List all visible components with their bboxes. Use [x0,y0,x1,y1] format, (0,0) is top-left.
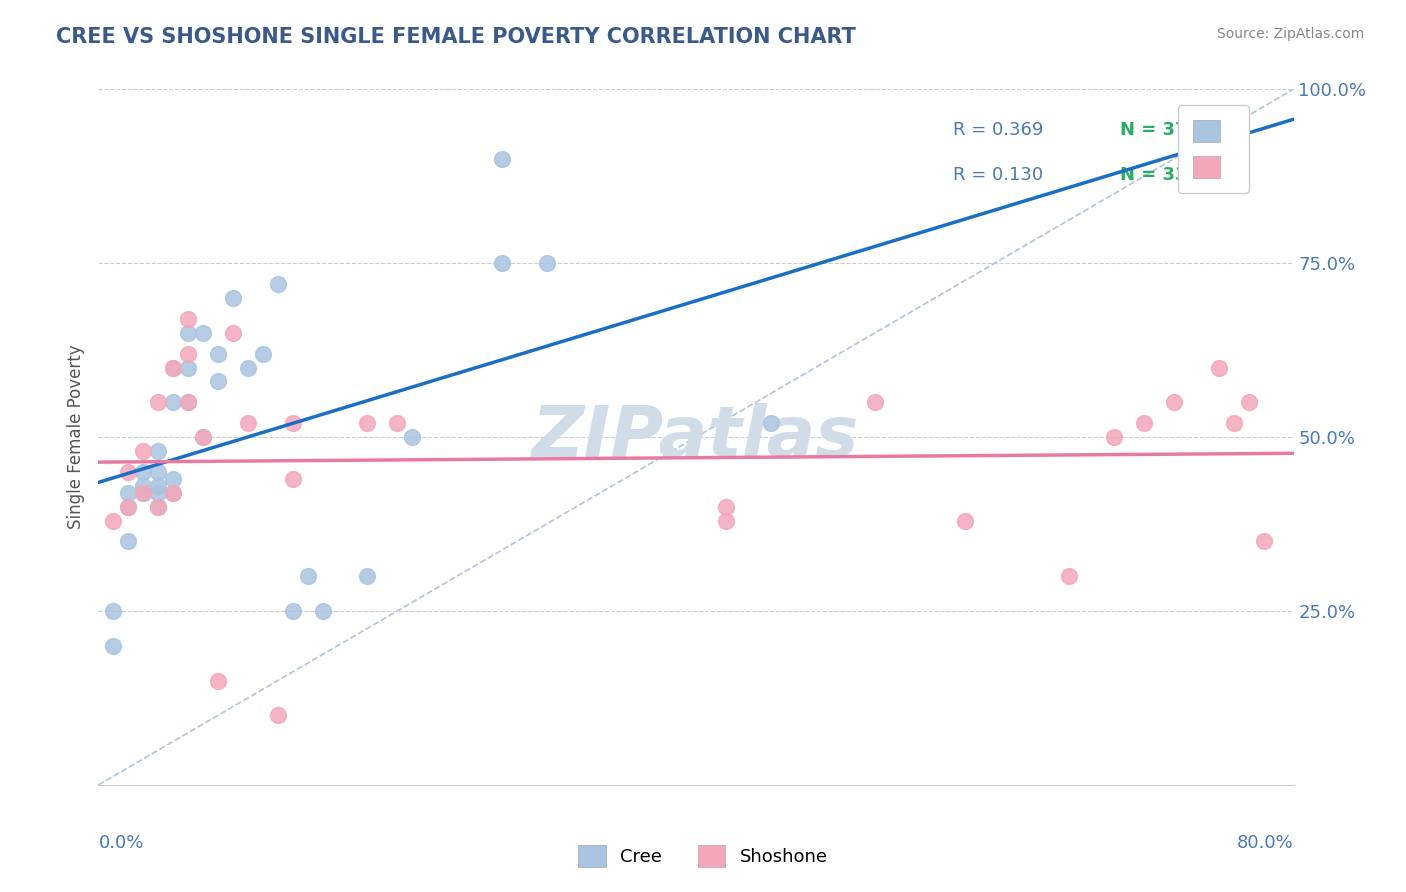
Point [132,485,155,500]
Point [865,395,887,409]
Point [714,500,737,514]
Point [148,395,170,409]
Point [953,514,976,528]
Point [148,485,170,500]
Point [536,256,558,270]
Point [117,500,139,514]
Point [207,346,229,360]
Point [177,311,200,326]
Point [207,673,229,688]
Text: 0.0%: 0.0% [98,834,143,852]
Point [162,360,184,375]
Point [236,416,259,430]
Point [191,430,214,444]
Point [1237,395,1260,409]
Point [281,472,304,486]
Point [132,485,155,500]
Point [117,465,139,479]
Point [385,416,409,430]
Point [103,639,125,653]
Legend: , : , [1178,105,1249,193]
Point [1223,416,1246,430]
Point [191,430,214,444]
Point [252,346,274,360]
Point [356,569,378,583]
Point [207,375,229,389]
Point [1253,534,1275,549]
Point [148,465,170,479]
Point [162,395,184,409]
Point [714,514,737,528]
Point [162,485,184,500]
Point [148,500,170,514]
Point [1133,416,1156,430]
Point [162,485,184,500]
Point [148,500,170,514]
Point [162,472,184,486]
Point [1104,430,1126,444]
Point [297,569,319,583]
Point [162,360,184,375]
Point [132,465,155,479]
Point [267,708,290,723]
Point [401,430,423,444]
Text: ZIPatlas: ZIPatlas [533,402,859,472]
Point [177,395,200,409]
Text: N = 33: N = 33 [1121,166,1188,184]
Point [191,326,214,340]
Legend: Cree, Shoshone: Cree, Shoshone [571,838,835,874]
Text: R = 0.369: R = 0.369 [953,120,1043,138]
Point [1208,360,1230,375]
Point [222,291,245,305]
Point [177,326,200,340]
Point [267,277,290,291]
Point [148,444,170,458]
Point [356,416,378,430]
Point [177,346,200,360]
Point [117,500,139,514]
Point [236,360,259,375]
Point [311,604,333,618]
Point [759,416,782,430]
Text: R = 0.130: R = 0.130 [953,166,1043,184]
Point [103,514,125,528]
Point [132,479,155,493]
Point [117,485,139,500]
Point [117,534,139,549]
Y-axis label: Single Female Poverty: Single Female Poverty [66,345,84,529]
Point [132,444,155,458]
Text: 80.0%: 80.0% [1237,834,1294,852]
Point [491,152,513,166]
Point [103,604,125,618]
Point [491,256,513,270]
Point [281,416,304,430]
Point [1059,569,1081,583]
Point [148,479,170,493]
Point [177,360,200,375]
Text: CREE VS SHOSHONE SINGLE FEMALE POVERTY CORRELATION CHART: CREE VS SHOSHONE SINGLE FEMALE POVERTY C… [56,27,856,46]
Point [222,326,245,340]
Point [281,604,304,618]
Text: N = 37: N = 37 [1121,120,1188,138]
Point [177,395,200,409]
Point [1163,395,1185,409]
Text: Source: ZipAtlas.com: Source: ZipAtlas.com [1216,27,1364,41]
